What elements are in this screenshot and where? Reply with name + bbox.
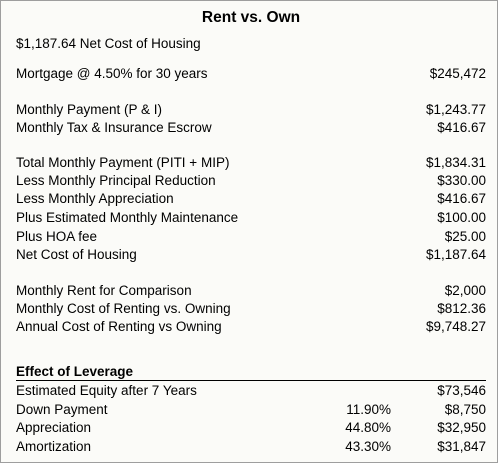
- mortgage-value: $245,472: [429, 66, 486, 81]
- down-payment-value: $8,750: [444, 402, 486, 417]
- monthly-renting-cost-label: Monthly Cost of Renting vs. Owning: [16, 301, 231, 316]
- estimated-equity-value: $73,546: [437, 383, 486, 398]
- monthly-renting-cost-value: $812.36: [437, 301, 486, 316]
- down-payment-row: Down Payment 11.90% $8,750: [16, 401, 486, 419]
- monthly-rent-label: Monthly Rent for Comparison: [16, 283, 192, 298]
- amortization-percent: 43.30%: [345, 439, 391, 454]
- annual-renting-cost-value: $9,748.27: [425, 319, 486, 334]
- monthly-payment-value: $1,243.77: [425, 102, 486, 117]
- summary-row: $1,187.64 Net Cost of Housing: [16, 35, 486, 53]
- total-monthly-payment-value: $1,834.31: [425, 155, 486, 170]
- hoa-fee-label: Plus HOA fee: [16, 229, 98, 244]
- amortization-value: $31,847: [437, 439, 486, 454]
- monthly-payment-row: Monthly Payment (P & I) $1,243.77: [16, 101, 486, 119]
- down-payment-percent: 11.90%: [346, 402, 391, 417]
- monthly-renting-cost-row: Monthly Cost of Renting vs. Owning $812.…: [16, 300, 486, 318]
- estimated-equity-label: Estimated Equity after 7 Years: [16, 383, 197, 398]
- monthly-appreciation-value: $416.67: [437, 191, 486, 206]
- net-cost-row: Net Cost of Housing $1,187.64: [16, 246, 486, 264]
- down-payment-label: Down Payment: [16, 402, 108, 417]
- monthly-appreciation-label: Less Monthly Appreciation: [16, 191, 174, 206]
- maintenance-label: Plus Estimated Monthly Maintenance: [16, 210, 239, 225]
- monthly-appreciation-row: Less Monthly Appreciation $416.67: [16, 190, 486, 208]
- net-cost-value: $1,187.64: [425, 247, 486, 262]
- amortization-row: Amortization 43.30% $31,847: [16, 438, 486, 456]
- monthly-rent-value: $2,000: [444, 283, 486, 298]
- leverage-heading: Effect of Leverage: [16, 364, 134, 379]
- annual-renting-cost-label: Annual Cost of Renting vs Owning: [16, 319, 222, 334]
- estimated-equity-row: Estimated Equity after 7 Years $73,546: [16, 382, 486, 400]
- amortization-label: Amortization: [16, 439, 92, 454]
- appreciation-value: $32,950: [437, 420, 486, 435]
- hoa-fee-row: Plus HOA fee $25.00: [16, 228, 486, 246]
- total-monthly-payment-row: Total Monthly Payment (PITI + MIP) $1,83…: [16, 154, 486, 172]
- annual-renting-cost-row: Annual Cost of Renting vs Owning $9,748.…: [16, 318, 486, 336]
- escrow-label: Monthly Tax & Insurance Escrow: [16, 120, 212, 135]
- mortgage-row: Mortgage @ 4.50% for 30 years $245,472: [16, 65, 486, 83]
- net-cost-label: Net Cost of Housing: [16, 247, 137, 262]
- appreciation-label: Appreciation: [16, 420, 92, 435]
- principal-reduction-label: Less Monthly Principal Reduction: [16, 173, 216, 188]
- mortgage-label: Mortgage @ 4.50% for 30 years: [16, 66, 208, 81]
- escrow-value: $416.67: [437, 120, 486, 135]
- escrow-row: Monthly Tax & Insurance Escrow $416.67: [16, 119, 486, 137]
- total-monthly-payment-label: Total Monthly Payment (PITI + MIP): [16, 155, 230, 170]
- maintenance-row: Plus Estimated Monthly Maintenance $100.…: [16, 209, 486, 227]
- principal-reduction-row: Less Monthly Principal Reduction $330.00: [16, 172, 486, 190]
- monthly-rent-row: Monthly Rent for Comparison $2,000: [16, 282, 486, 300]
- page-title: Rent vs. Own: [201, 9, 301, 26]
- summary-text: $1,187.64 Net Cost of Housing: [16, 36, 201, 51]
- principal-reduction-value: $330.00: [437, 173, 486, 188]
- hoa-fee-value: $25.00: [444, 229, 486, 244]
- monthly-payment-label: Monthly Payment (P & I): [16, 102, 163, 117]
- appreciation-row: Appreciation 44.80% $32,950: [16, 419, 486, 437]
- appreciation-percent: 44.80%: [345, 420, 391, 435]
- maintenance-value: $100.00: [437, 210, 486, 225]
- leverage-divider: [16, 380, 486, 381]
